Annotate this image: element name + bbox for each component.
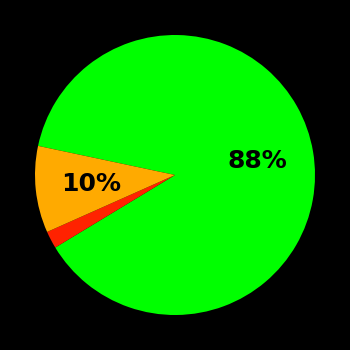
Text: 10%: 10% bbox=[62, 172, 121, 196]
Wedge shape bbox=[35, 146, 175, 232]
Wedge shape bbox=[47, 175, 175, 247]
Text: 88%: 88% bbox=[228, 149, 288, 173]
Wedge shape bbox=[38, 35, 315, 315]
